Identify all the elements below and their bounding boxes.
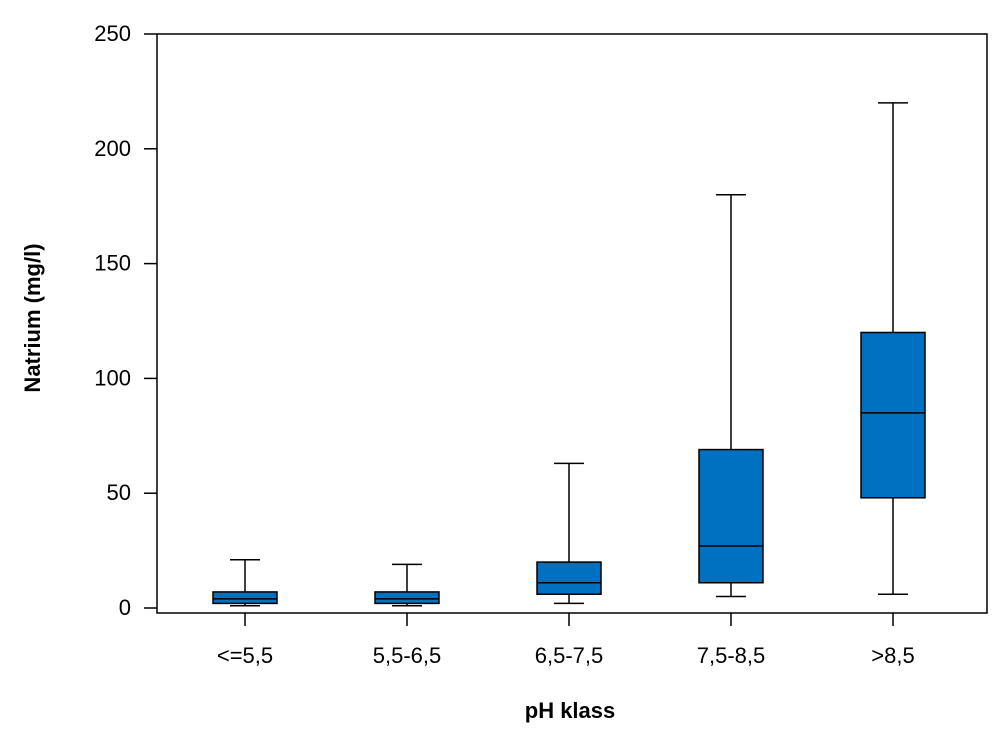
interquartile-box [212, 591, 278, 605]
box-2 [374, 563, 440, 607]
y-axis: 0 50 100 150 200 250 [94, 21, 157, 620]
y-tick-label: 50 [107, 480, 131, 505]
box-3 [536, 462, 602, 605]
y-tick-label: 200 [94, 136, 131, 161]
plot-frame [156, 33, 988, 614]
interquartile-box [698, 448, 764, 584]
x-axis: <=5,5 5,5-6,5 6,5-7,5 7,5-8,5 >8,5 [217, 613, 915, 668]
y-axis-title: Natrium (mg/l) [20, 243, 45, 392]
x-tick-label: 7,5-8,5 [697, 643, 766, 668]
x-tick-label: 6,5-7,5 [535, 643, 604, 668]
x-tick-label: <=5,5 [217, 643, 273, 668]
box-4 [698, 193, 764, 598]
interquartile-box [374, 591, 440, 605]
x-axis-title: pH klass [525, 698, 616, 723]
box-1 [212, 559, 278, 607]
y-tick-label: 250 [94, 21, 131, 46]
x-tick-label: >8,5 [871, 643, 914, 668]
interquartile-box [860, 331, 926, 499]
x-tick-label: 5,5-6,5 [373, 643, 442, 668]
box-5 [860, 102, 926, 595]
box-series [212, 102, 926, 607]
y-tick-label: 0 [119, 595, 131, 620]
interquartile-box [536, 561, 602, 595]
y-tick-label: 150 [94, 251, 131, 276]
y-tick-label: 100 [94, 365, 131, 390]
